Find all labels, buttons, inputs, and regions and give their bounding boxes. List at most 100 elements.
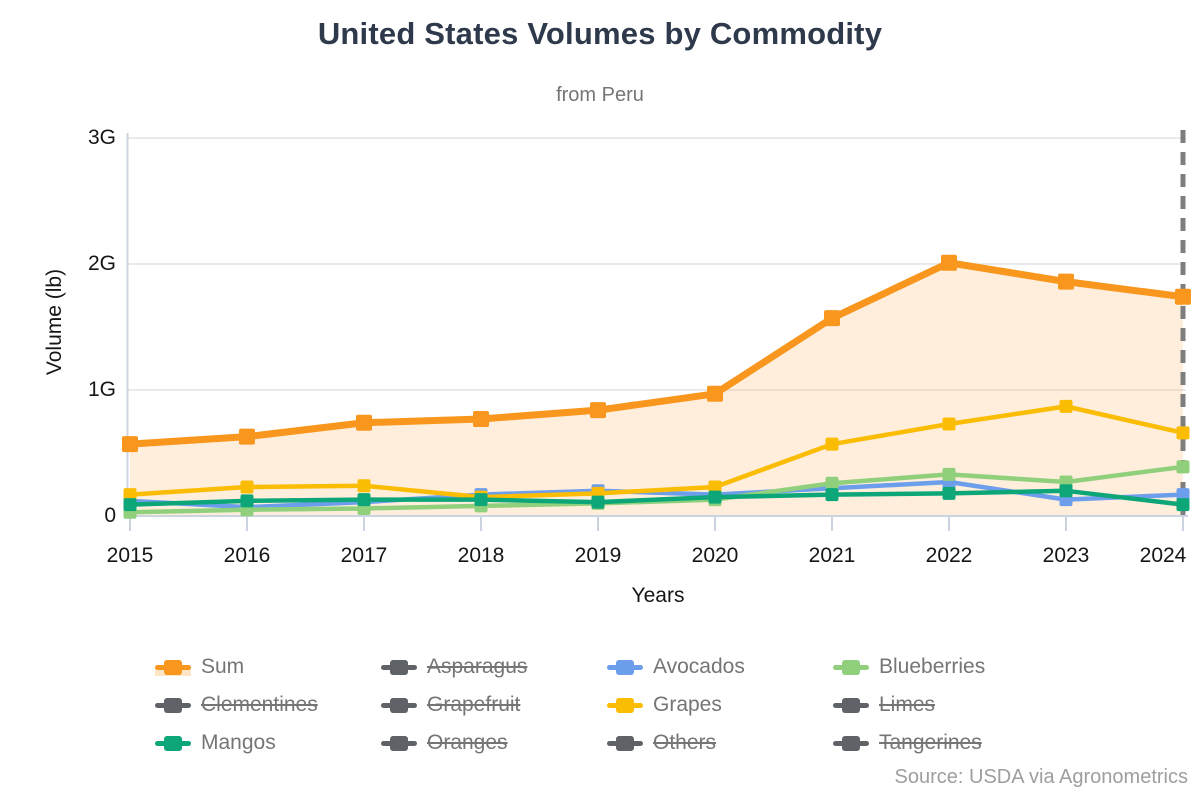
marker-sum-2023 [1058, 273, 1074, 290]
marker-grapes-2022 [942, 417, 956, 431]
legend-marker-swatch [842, 698, 860, 713]
legend-series-icon-tangerines [833, 734, 869, 752]
marker-sum-2015 [122, 436, 138, 453]
marker-mangos-2022 [942, 486, 956, 500]
legend-series-icon-grapes [607, 696, 643, 714]
legend-series-icon-oranges [381, 734, 417, 752]
x-tick-label-2023: 2023 [1042, 544, 1090, 567]
area-fill-sum [130, 262, 1183, 516]
legend-item-mangos[interactable]: Mangos [155, 731, 381, 755]
legend-label-limes: Limes [879, 693, 936, 716]
marker-mangos-2023 [1059, 484, 1073, 498]
x-tick-label-2016: 2016 [223, 544, 271, 567]
series-line-grapes [129, 404, 1184, 500]
x-tick-label-2019: 2019 [574, 544, 622, 567]
chart-title: United States Volumes by Commodity [317, 16, 883, 51]
marker-sum-2019 [590, 402, 606, 419]
legend-series-icon-sum [155, 658, 191, 676]
marker-blueberries-2024 [1176, 460, 1190, 474]
legend-marker-swatch [164, 698, 182, 713]
y-tick-label-1G: 1G [87, 378, 116, 401]
marker-mangos-2020 [708, 490, 722, 504]
marker-sum-2020 [707, 385, 723, 402]
marker-grapes-2016 [240, 480, 254, 494]
legend-item-avocados[interactable]: Avocados [607, 655, 833, 679]
legend-item-sum[interactable]: Sum [155, 655, 381, 679]
legend-marker-swatch [616, 660, 634, 675]
legend-item-oranges[interactable]: Oranges [381, 731, 607, 755]
legend-label-sum: Sum [201, 655, 245, 678]
series-line-sum [129, 259, 1184, 448]
legend-label-clementines: Clementines [201, 693, 318, 716]
legend-series-icon-grapefruit [381, 696, 417, 714]
legend-label-blueberries: Blueberries [879, 655, 986, 678]
legend-series-icon-mangos [155, 734, 191, 752]
legend-series-icon-others [607, 734, 643, 752]
legend-item-limes[interactable]: Limes [833, 693, 1059, 717]
legend-label-others: Others [653, 731, 717, 754]
x-tick-label-2017: 2017 [340, 544, 388, 567]
legend-label-asparagus: Asparagus [427, 655, 528, 678]
legend-item-clementines[interactable]: Clementines [155, 693, 381, 717]
y-tick-label-3G: 3G [87, 126, 116, 149]
legend-item-asparagus[interactable]: Asparagus [381, 655, 607, 679]
legend-item-tangerines[interactable]: Tangerines [833, 731, 1059, 755]
source-attribution: Source: USDA via Agronometrics [894, 766, 1188, 788]
marker-mangos-2018 [474, 493, 488, 507]
legend-marker-swatch [390, 736, 408, 751]
marker-mangos-2017 [357, 493, 371, 507]
marker-blueberries-2022 [942, 467, 956, 481]
marker-grapes-2017 [357, 479, 371, 493]
x-tick-label-2021: 2021 [808, 544, 856, 567]
marker-mangos-2024 [1176, 498, 1190, 512]
marker-mangos-2015 [123, 498, 137, 512]
chart-subtitle: from Peru [556, 84, 644, 106]
legend-marker-swatch [164, 736, 182, 751]
y-tick-label-2G: 2G [87, 252, 116, 275]
series-line-mangos [129, 488, 1184, 507]
x-tick-label-2022: 2022 [925, 544, 973, 567]
marker-mangos-2016 [240, 494, 254, 508]
legend-series-icon-avocados [607, 658, 643, 676]
legend-item-blueberries[interactable]: Blueberries [833, 655, 1059, 679]
marker-sum-2018 [473, 410, 489, 427]
x-tick-label-2024: 2024 [1139, 544, 1187, 567]
legend-series-icon-asparagus [381, 658, 417, 676]
legend-label-grapes: Grapes [653, 693, 722, 716]
marker-mangos-2021 [825, 488, 839, 502]
legend-marker-swatch [390, 698, 408, 713]
x-tick-label-2020: 2020 [691, 544, 739, 567]
x-tick-label-2015: 2015 [106, 544, 154, 567]
legend-label-grapefruit: Grapefruit [427, 693, 521, 716]
legend-series-icon-clementines [155, 696, 191, 714]
legend-series-icon-blueberries [833, 658, 869, 676]
y-axis-title: Volume (lb) [43, 268, 66, 376]
legend-item-others[interactable]: Others [607, 731, 833, 755]
x-axis-title: Years [631, 584, 685, 607]
legend-label-oranges: Oranges [427, 731, 508, 754]
marker-grapes-2015 [123, 488, 137, 502]
marker-sum-2022 [941, 254, 957, 271]
legend-marker-swatch [390, 660, 408, 675]
marker-avocados-2024 [1176, 488, 1190, 502]
legend-item-grapefruit[interactable]: Grapefruit [381, 693, 607, 717]
marker-sum-2016 [239, 428, 255, 445]
marker-mangos-2019 [591, 495, 605, 509]
marker-blueberries-2021 [825, 476, 839, 490]
legend-marker-swatch [616, 736, 634, 751]
marker-grapes-2024 [1176, 426, 1190, 440]
marker-sum-2024 [1175, 288, 1191, 305]
marker-sum-2017 [356, 414, 372, 431]
y-tick-label-0: 0 [104, 504, 116, 527]
chart-legend: Sum Asparagus Avocados Blueberries Clementin… [155, 648, 1059, 762]
legend-label-mangos: Mangos [201, 731, 276, 754]
legend-marker-swatch [842, 660, 860, 675]
legend-item-grapes[interactable]: Grapes [607, 693, 833, 717]
marker-sum-2021 [824, 310, 840, 327]
line-chart-plot-area [122, 130, 1191, 531]
legend-series-icon-limes [833, 696, 869, 714]
legend-label-tangerines: Tangerines [879, 731, 982, 754]
marker-grapes-2020 [708, 480, 722, 494]
legend-marker-swatch [616, 698, 634, 713]
